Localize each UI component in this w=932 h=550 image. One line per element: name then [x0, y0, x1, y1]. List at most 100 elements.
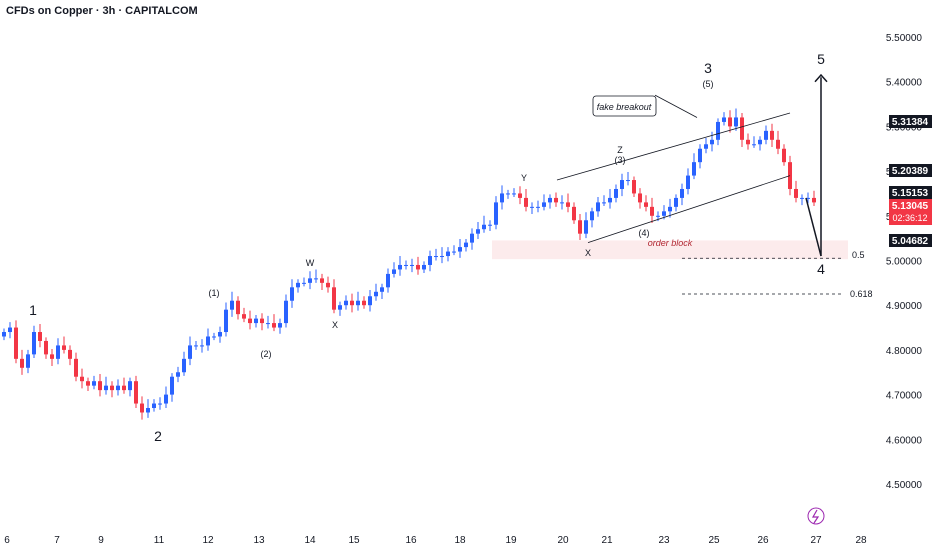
x-tick-label: 23	[658, 535, 670, 546]
candle-body	[368, 296, 372, 306]
candle-body	[512, 193, 516, 195]
candle-body	[440, 256, 444, 258]
candle-body	[416, 264, 420, 270]
x-tick-label: 7	[54, 535, 60, 546]
candle-body	[740, 117, 744, 140]
fake-breakout-pointer	[654, 94, 698, 118]
candle-body	[710, 139, 714, 145]
y-tick-label: 5.00000	[886, 257, 923, 268]
order-block-zone	[492, 240, 848, 260]
chart-title: CFDs on Copper · 3h · CAPITALCOM	[6, 5, 198, 17]
candle-body	[164, 394, 168, 404]
candle-body	[632, 180, 636, 194]
candle-body	[8, 327, 12, 333]
candle-body	[152, 403, 156, 409]
candle-body	[686, 175, 690, 189]
fake-breakout-box	[592, 95, 657, 117]
candle-body	[344, 300, 348, 306]
x-tick-label: 20	[557, 535, 569, 546]
candle-body	[104, 385, 108, 391]
corrective-wave-label: X	[332, 320, 338, 330]
candle-body	[134, 381, 138, 404]
x-tick-label: 11	[154, 535, 165, 546]
candle-body	[74, 358, 78, 377]
candle-body	[626, 180, 630, 182]
candle-body	[290, 287, 294, 301]
price-tag-value: 5.20389	[892, 166, 929, 177]
candle-body	[764, 130, 768, 140]
order-block-label: order block	[648, 238, 693, 248]
candle-body	[356, 300, 360, 306]
candle-body	[398, 264, 402, 270]
candle-body	[14, 327, 18, 359]
candle-body	[410, 264, 414, 266]
order-block-rect	[492, 240, 848, 260]
candle-body	[50, 354, 54, 359]
candle-body	[650, 206, 654, 216]
channel-upper-line	[556, 112, 791, 181]
candle-body	[320, 278, 324, 283]
lightning-bolt-icon	[811, 509, 820, 524]
candle-body	[392, 269, 396, 274]
candle-body	[38, 332, 42, 341]
candle-body	[260, 318, 264, 324]
candle-body	[722, 117, 726, 122]
candle-body	[758, 139, 762, 145]
major-wave-label: 5	[817, 51, 825, 67]
x-tick-label: 19	[505, 535, 517, 546]
candle-body	[92, 381, 96, 386]
price-tag-value: 5.04682	[892, 236, 929, 247]
candle-body	[530, 206, 534, 208]
candle-body	[554, 197, 558, 203]
x-tick-label: 9	[98, 535, 104, 546]
x-tick-label: 15	[348, 535, 360, 546]
candles-layer	[2, 108, 816, 420]
corrective-wave-label: W	[306, 258, 315, 268]
price-tag-value: 5.31384	[892, 117, 929, 128]
fib-0618-label: 0.618	[850, 289, 873, 299]
candle-body	[44, 340, 48, 355]
candle-body	[728, 117, 732, 127]
price-axis: 5.500005.400005.300005.200005.100005.000…	[886, 33, 923, 491]
candle-body	[806, 197, 810, 199]
candle-body	[590, 211, 594, 221]
price-tag-value: 5.13045	[892, 201, 929, 212]
candle-body	[206, 336, 210, 346]
candle-body	[98, 381, 102, 391]
candle-body	[332, 287, 336, 310]
candle-body	[470, 233, 474, 243]
candle-body	[296, 282, 300, 288]
candle-body	[692, 162, 696, 176]
candle-body	[338, 305, 342, 310]
candle-body	[482, 224, 486, 230]
y-tick-label: 5.50000	[886, 33, 923, 44]
candle-body	[218, 332, 222, 337]
channel-lower-line	[587, 175, 791, 243]
x-tick-label: 27	[810, 535, 822, 546]
arrow-head-icon	[814, 73, 828, 83]
x-tick-label: 13	[253, 535, 265, 546]
candle-body	[182, 358, 186, 373]
x-tick-label: 18	[454, 535, 466, 546]
y-tick-label: 4.80000	[886, 346, 923, 357]
candle-body	[194, 345, 198, 347]
candle-body	[506, 193, 510, 195]
candle-body	[656, 215, 660, 217]
candle-body	[476, 229, 480, 234]
candle-body	[422, 264, 426, 270]
candle-body	[278, 323, 282, 328]
candle-body	[248, 318, 252, 324]
candle-body	[170, 376, 174, 395]
candle-body	[122, 385, 126, 391]
candle-body	[446, 251, 450, 257]
price-tag-box	[889, 234, 932, 247]
candle-body	[668, 206, 672, 212]
candle-body	[464, 242, 468, 248]
candle-body	[620, 180, 624, 189]
candle-body	[614, 188, 618, 198]
candle-body	[146, 408, 150, 413]
price-tag-box	[889, 186, 932, 199]
candle-body	[662, 211, 666, 216]
